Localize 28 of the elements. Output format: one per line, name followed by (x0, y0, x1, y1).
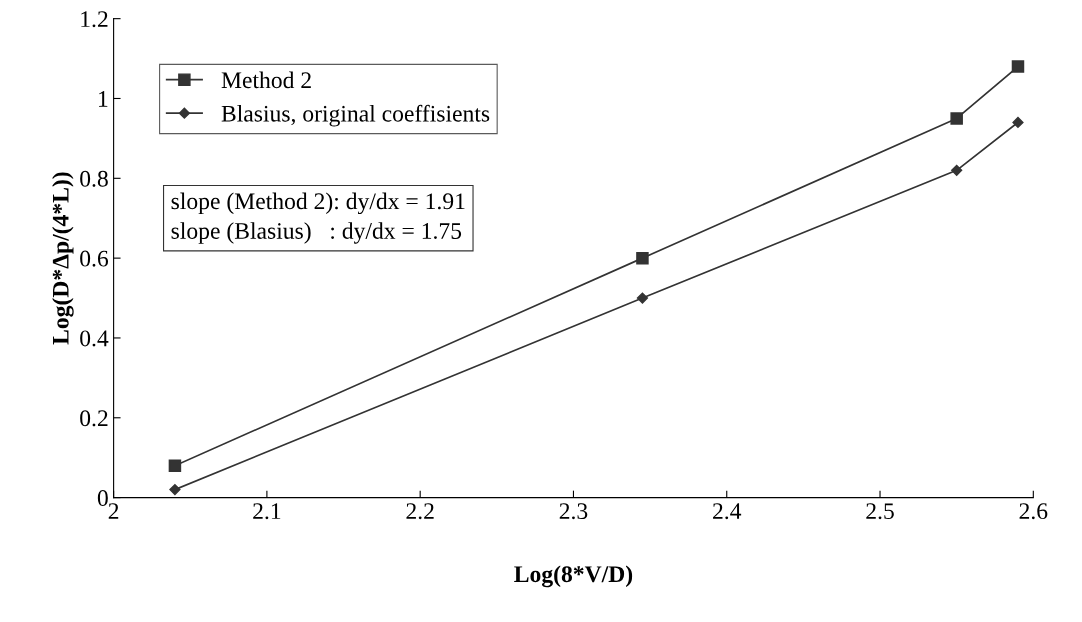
y-tick-label: 0.6 (80, 250, 109, 267)
x-tick-label: 2.1 (253, 503, 281, 520)
legend-label: Blasius, original coeffisients (221, 104, 490, 127)
annotation: slope (Method 2): dy/dx = 1.91 (171, 192, 465, 215)
point (636, 251, 649, 265)
point (169, 484, 181, 496)
point (168, 459, 182, 472)
x-tick-label: 2.4 (713, 503, 742, 520)
legend-label: Method 2 (221, 71, 311, 89)
y-tick-label: 0.2 (80, 410, 108, 427)
x-tick-label: 2.3 (559, 503, 588, 520)
x-tick-label: 2.5 (866, 503, 894, 520)
x-tick-label: 2 (108, 503, 119, 519)
point (950, 112, 963, 125)
point (1011, 60, 1025, 73)
x-axis-title: Log(8*V/D) (514, 565, 633, 588)
y-tick-label: 0.8 (80, 170, 108, 187)
y-axis-title: Log(D*Δp/(4*L)) (52, 172, 74, 345)
point (1012, 116, 1024, 129)
x-tick-label: 2.6 (1019, 503, 1048, 520)
point (951, 164, 963, 176)
y-tick-label: 0.4 (80, 330, 109, 347)
y-tick-label: 0 (97, 490, 108, 507)
y-tick-label: 1 (99, 91, 108, 107)
x-tick-label: 2.2 (406, 503, 434, 520)
point (636, 292, 649, 304)
y-tick-label: 1.2 (81, 11, 108, 28)
annotation: slope (Blasius) : dy/dx = 1.75 (171, 222, 462, 244)
